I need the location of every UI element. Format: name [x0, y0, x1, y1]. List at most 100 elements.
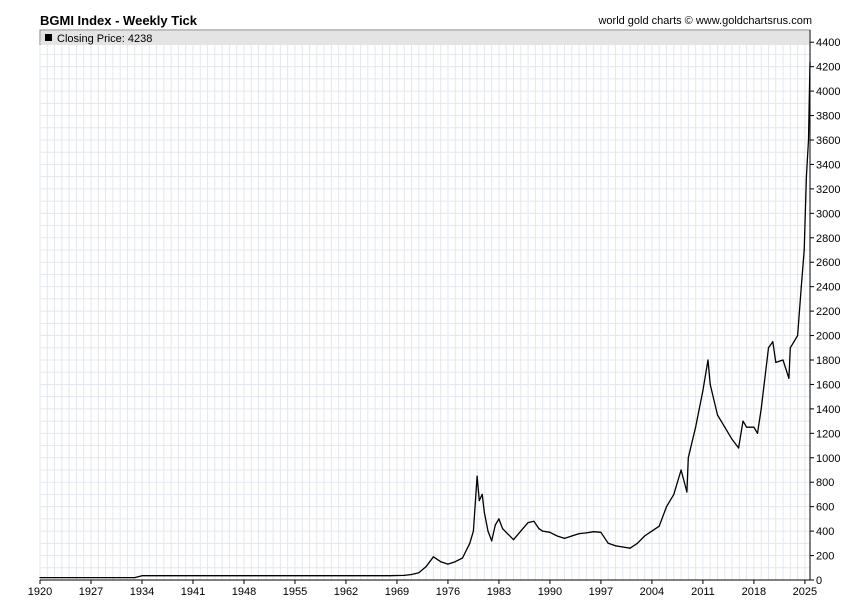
data-point — [389, 575, 391, 577]
grid-lines — [39, 41, 810, 580]
legend-background — [41, 31, 809, 45]
data-point — [614, 545, 617, 547]
data-point — [472, 530, 474, 532]
y-tick-label: 2000 — [816, 331, 840, 343]
y-axis: 0 200 400 600 800 1000 1200 1400 1600 1800 2000 220… — [809, 30, 840, 587]
data-point — [440, 561, 442, 563]
y-tick-label: 0 — [816, 575, 822, 587]
x-tick-label: 1962 — [334, 586, 358, 598]
data-point — [622, 546, 624, 548]
data-point — [738, 447, 740, 449]
data-point — [454, 561, 456, 563]
x-tick-label: 1969 — [385, 586, 409, 598]
data-point — [432, 556, 434, 558]
y-tick-label: 800 — [816, 477, 834, 489]
data-point — [636, 542, 639, 544]
data-point — [788, 377, 790, 379]
y-tick-label: 4200 — [816, 62, 840, 74]
y-tick-label: 1000 — [816, 453, 840, 465]
data-point — [702, 390, 704, 392]
data-point — [410, 573, 413, 576]
data-point — [481, 493, 483, 495]
data-point — [141, 575, 143, 577]
data-point — [753, 426, 755, 428]
data-point — [789, 347, 791, 349]
data-point — [556, 535, 558, 537]
data-point — [487, 530, 489, 532]
data-point — [716, 414, 719, 416]
data-point — [469, 542, 471, 544]
series-layer — [39, 61, 811, 579]
data-point — [294, 575, 296, 577]
data-point — [112, 577, 114, 579]
data-point — [505, 531, 507, 533]
data-point — [221, 575, 223, 577]
data-point — [756, 432, 759, 434]
data-point — [772, 341, 774, 343]
data-point — [680, 469, 682, 471]
data-point — [724, 426, 726, 428]
data-point — [793, 341, 795, 343]
data-point — [403, 574, 405, 577]
data-point — [709, 383, 711, 385]
data-point — [644, 535, 646, 537]
data-point — [39, 577, 41, 579]
data-point — [593, 531, 595, 533]
data-point — [257, 575, 260, 577]
data-point — [607, 542, 609, 544]
y-tick-label: 2600 — [816, 257, 840, 269]
data-point — [767, 347, 770, 349]
data-point — [673, 493, 675, 495]
data-point — [686, 491, 688, 493]
data-point — [803, 249, 805, 251]
data-point — [775, 361, 777, 363]
x-tick-label: 1990 — [538, 586, 562, 598]
data-point — [483, 512, 485, 514]
data-point — [807, 139, 810, 141]
data-point — [658, 525, 660, 527]
y-tick-label: 2800 — [816, 233, 840, 245]
data-point — [425, 566, 427, 568]
x-tick-label: 1955 — [283, 586, 307, 598]
data-point — [512, 539, 515, 541]
x-tick-label: 2025 — [793, 586, 817, 598]
data-point — [330, 575, 332, 577]
y-tick-label: 3400 — [816, 159, 840, 171]
data-point — [797, 335, 799, 337]
x-tick-label: 1934 — [130, 586, 154, 598]
chart-title: BGMI Index - Weekly Tick — [40, 13, 198, 28]
source-credit: world gold charts © www.goldchartsrus.co… — [598, 15, 812, 27]
legend: Closing Price: 4238 — [41, 31, 809, 45]
y-tick-label: 3000 — [816, 208, 840, 220]
data-point — [476, 475, 478, 477]
legend-label: Closing Price: 4238 — [57, 33, 152, 45]
y-tick-label: 400 — [816, 526, 834, 538]
x-axis: 1920 1927 1934 1941 1948 1955 1962 1969 1976 1983… — [28, 579, 817, 598]
data-point — [800, 286, 802, 288]
data-point — [549, 531, 551, 533]
data-point — [805, 176, 808, 178]
x-tick-label: 1976 — [436, 586, 460, 598]
y-tick-label: 2400 — [816, 282, 840, 294]
data-point — [542, 530, 544, 532]
data-point — [742, 420, 744, 422]
data-point — [707, 359, 709, 361]
x-tick-label: 1983 — [487, 586, 511, 598]
data-point — [185, 575, 187, 577]
data-point — [502, 528, 504, 530]
y-tick-label: 3600 — [816, 135, 840, 147]
y-tick-label: 4000 — [816, 86, 840, 98]
data-point — [134, 577, 136, 579]
y-tick-label: 3800 — [816, 111, 840, 123]
data-point — [731, 438, 733, 440]
data-point — [494, 524, 496, 526]
y-tick-label: 1400 — [816, 404, 840, 416]
x-tick-label: 2004 — [640, 586, 664, 598]
data-point — [687, 457, 689, 459]
y-tick-label: 3200 — [816, 184, 840, 196]
data-point — [665, 506, 668, 508]
x-tick-label: 1927 — [79, 586, 103, 598]
y-tick-label: 600 — [816, 502, 834, 514]
data-point — [629, 547, 631, 549]
data-point — [491, 540, 493, 542]
